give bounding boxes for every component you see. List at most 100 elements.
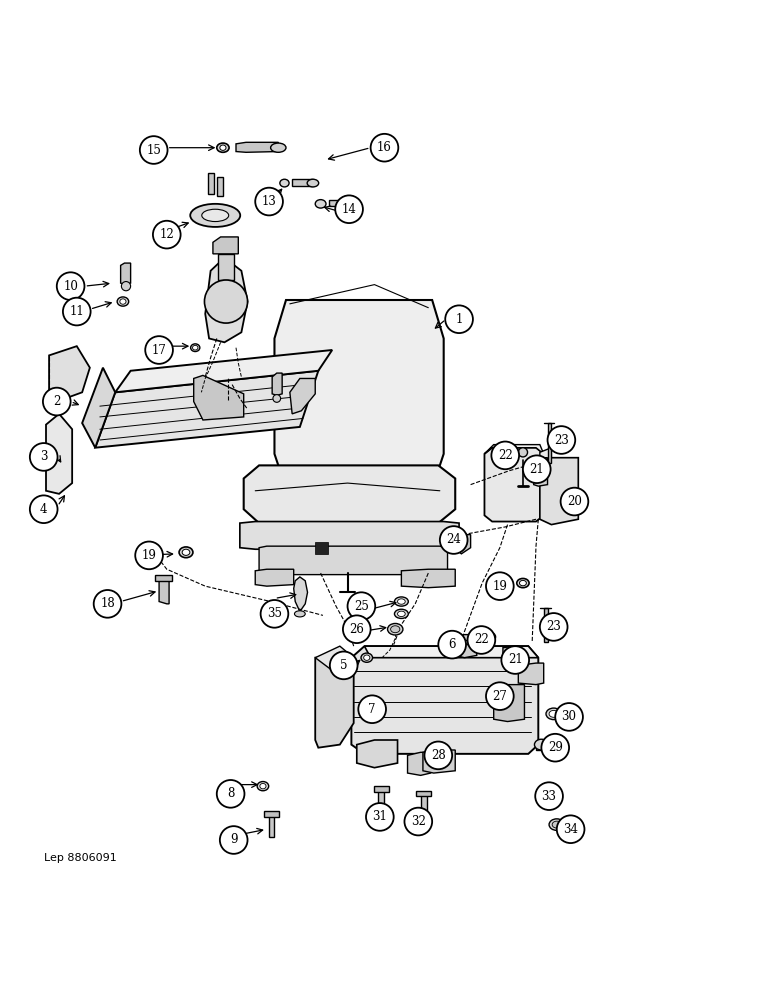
Polygon shape (236, 142, 279, 152)
Text: 9: 9 (230, 833, 238, 846)
Ellipse shape (540, 786, 554, 796)
Circle shape (358, 695, 386, 723)
Polygon shape (82, 368, 115, 448)
Polygon shape (315, 646, 354, 669)
Ellipse shape (487, 634, 493, 640)
Circle shape (535, 782, 563, 810)
Polygon shape (357, 740, 398, 768)
Text: 3: 3 (40, 450, 47, 463)
Text: 31: 31 (372, 810, 388, 823)
Polygon shape (533, 458, 547, 486)
Ellipse shape (279, 179, 289, 187)
Ellipse shape (260, 783, 266, 789)
Polygon shape (315, 542, 328, 554)
Circle shape (63, 298, 90, 325)
Ellipse shape (182, 549, 190, 555)
Text: 1: 1 (455, 313, 462, 326)
Text: 35: 35 (267, 607, 282, 620)
Ellipse shape (520, 580, 527, 586)
Polygon shape (269, 814, 275, 837)
Text: 21: 21 (508, 653, 523, 666)
Text: 19: 19 (493, 580, 507, 593)
Circle shape (371, 134, 398, 162)
Text: 12: 12 (159, 228, 174, 241)
Polygon shape (120, 263, 130, 285)
Polygon shape (315, 658, 354, 748)
Ellipse shape (534, 739, 548, 750)
Polygon shape (536, 742, 557, 750)
Text: 10: 10 (63, 280, 78, 293)
Ellipse shape (271, 143, 286, 152)
Polygon shape (155, 575, 172, 581)
Polygon shape (213, 237, 239, 254)
Circle shape (343, 615, 371, 643)
Circle shape (486, 682, 513, 710)
Circle shape (43, 388, 70, 415)
Text: 23: 23 (554, 434, 569, 447)
Text: 23: 23 (547, 620, 561, 633)
Polygon shape (218, 254, 234, 280)
Ellipse shape (257, 782, 269, 791)
Polygon shape (408, 752, 431, 775)
Ellipse shape (484, 632, 496, 642)
Polygon shape (423, 750, 455, 773)
Polygon shape (49, 346, 90, 402)
Text: 6: 6 (449, 638, 456, 651)
Ellipse shape (552, 821, 561, 828)
Circle shape (135, 542, 163, 569)
Ellipse shape (190, 204, 240, 227)
Ellipse shape (220, 145, 226, 150)
Ellipse shape (217, 143, 229, 152)
Text: 33: 33 (542, 790, 557, 803)
Circle shape (541, 734, 569, 762)
Circle shape (205, 280, 248, 323)
Circle shape (560, 488, 588, 515)
Text: 2: 2 (53, 395, 60, 408)
Polygon shape (540, 448, 551, 463)
Ellipse shape (294, 611, 305, 617)
Ellipse shape (388, 623, 403, 635)
Ellipse shape (121, 282, 130, 291)
Ellipse shape (192, 345, 198, 350)
Polygon shape (205, 258, 248, 342)
Polygon shape (454, 535, 471, 554)
Text: 5: 5 (340, 659, 347, 672)
Circle shape (557, 815, 584, 843)
Ellipse shape (364, 655, 370, 660)
Circle shape (555, 703, 583, 731)
Text: 17: 17 (151, 344, 167, 357)
Circle shape (93, 590, 121, 618)
Text: 32: 32 (411, 815, 425, 828)
Ellipse shape (307, 179, 319, 187)
Polygon shape (217, 177, 223, 196)
Polygon shape (518, 663, 543, 685)
Polygon shape (293, 577, 307, 612)
Polygon shape (485, 445, 543, 454)
Polygon shape (244, 465, 455, 523)
Text: 11: 11 (69, 305, 84, 318)
Text: 19: 19 (141, 549, 157, 562)
Polygon shape (273, 373, 282, 395)
Text: 28: 28 (431, 749, 445, 762)
Circle shape (425, 742, 452, 769)
Text: 20: 20 (567, 495, 582, 508)
Text: 22: 22 (498, 449, 513, 462)
Polygon shape (159, 578, 169, 604)
Polygon shape (95, 371, 318, 448)
Circle shape (468, 626, 495, 654)
Text: 27: 27 (493, 690, 507, 703)
Polygon shape (547, 423, 550, 463)
Circle shape (220, 826, 248, 854)
Circle shape (366, 803, 394, 831)
Polygon shape (259, 546, 448, 575)
Text: 15: 15 (146, 144, 161, 157)
Ellipse shape (546, 708, 561, 720)
Polygon shape (401, 569, 455, 588)
Circle shape (347, 592, 375, 620)
Ellipse shape (201, 209, 229, 222)
Circle shape (330, 652, 357, 679)
Ellipse shape (398, 611, 405, 617)
Ellipse shape (398, 599, 405, 604)
Text: 25: 25 (354, 600, 369, 613)
Polygon shape (421, 794, 427, 814)
